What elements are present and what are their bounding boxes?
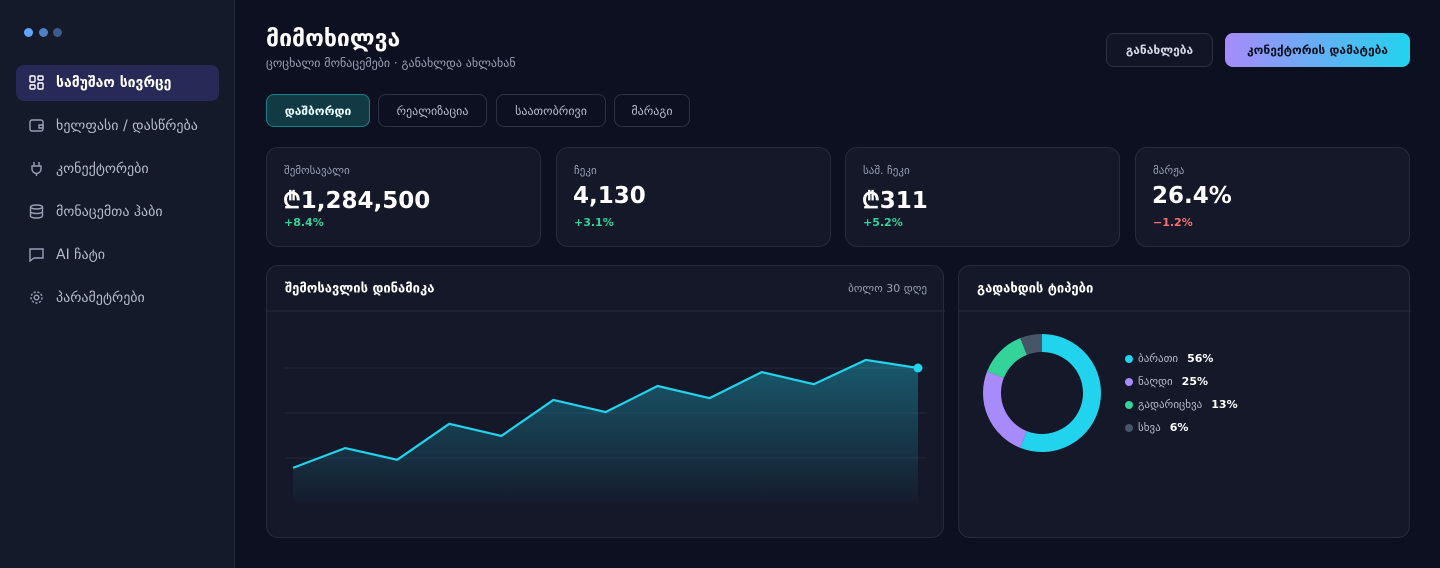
nav-item[interactable]: პარამეტრები (16, 280, 219, 316)
window-dot (24, 28, 33, 37)
nav-icon (29, 248, 44, 263)
legend-swatch (1125, 378, 1133, 386)
sidebar: სამუშაო სივრცე ხელფასი / დასწრება კონექტორ… (0, 0, 235, 568)
legend-swatch (1125, 355, 1133, 363)
kpi-value: 4,130 (573, 183, 646, 209)
kpi-change: +5.2% (863, 216, 903, 229)
tab[interactable]: მარაგი (614, 94, 690, 127)
nav-item[interactable]: მონაცემთა ჰაბი (16, 194, 219, 230)
line-chart: შემოსავლის დინამიკა ბოლო 30 დღე (267, 282, 945, 503)
chart-title: გადახდის ტიპები (977, 282, 1093, 297)
refresh-button[interactable]: განახლება (1106, 33, 1213, 67)
kpi-value: ₾311 (862, 188, 928, 214)
legend-value: 13% (1211, 398, 1237, 411)
legend-label: ნაღდი (1138, 375, 1173, 388)
donut-segment (987, 338, 1028, 379)
nav-icon (31, 162, 42, 176)
line (292, 358, 919, 469)
legend-value: 6% (1170, 421, 1189, 434)
end-point (913, 363, 923, 373)
nav-item[interactable]: ხელფასი / დასწრება (16, 108, 219, 144)
kpi-label: მარჟა (1153, 164, 1185, 177)
area (293, 359, 918, 503)
nav-item[interactable]: AI ჩატი (16, 237, 219, 273)
kpi-card: ჩეკი 4,130 +3.1% (556, 147, 831, 247)
donut-segment (983, 371, 1028, 448)
nav-item[interactable]: კონექტორები (16, 151, 219, 187)
legend-value: 56% (1187, 352, 1213, 365)
kpi-label: შემოსავალი (284, 164, 350, 177)
chart-subtitle: ბოლო 30 დღე (848, 282, 927, 295)
kpi-change: −1.2% (1153, 216, 1193, 229)
kpi-value: 26.4% (1152, 183, 1232, 209)
nav-icon (30, 291, 43, 304)
chart-title: შემოსავლის დინამიკა (285, 282, 434, 297)
legend-swatch (1125, 401, 1133, 409)
kpi-label: ჩეკი (574, 164, 597, 177)
add-connector-button[interactable]: კონექტორის დამატება (1225, 33, 1410, 67)
kpi-value: ₾1,284,500 (283, 188, 431, 214)
page-subtitle: ცოცხალი მონაცემები · განახლდა ახლახან (266, 56, 516, 70)
window-dot (39, 28, 48, 37)
nav-icon (29, 204, 44, 219)
tab[interactable]: რეალიზაცია (378, 94, 487, 127)
nav-icon (29, 119, 44, 132)
legend-label: ბარათი (1138, 352, 1178, 365)
tab[interactable]: დაშბორდი (266, 94, 370, 127)
kpi-card: საშ. ჩეკი ₾311 +5.2% (845, 147, 1120, 247)
line-card: შემოსავლის დინამიკა ბოლო 30 დღე (266, 265, 945, 538)
kpi-card: შემოსავალი ₾1,284,500 +8.4% (266, 147, 541, 247)
kpi-card: მარჟა 26.4% −1.2% (1135, 147, 1410, 247)
nav-item[interactable]: სამუშაო სივრცე (16, 65, 219, 101)
donut-segment (1020, 334, 1043, 356)
kpi-change: +3.1% (574, 216, 614, 229)
window-dot (53, 28, 62, 37)
kpi-change: +8.4% (284, 216, 324, 229)
nav-icon (29, 75, 44, 90)
pie-card: გადახდის ტიპები ბარათი 56% ნაღდი 25% გადარიც… (958, 265, 1411, 538)
donut-segment (1020, 334, 1101, 452)
legend-label: სხვა (1138, 421, 1161, 434)
legend-value: 25% (1182, 375, 1208, 388)
kpi-label: საშ. ჩეკი (863, 164, 910, 177)
page-title: მიმოხილვა (266, 26, 401, 52)
legend-swatch (1125, 424, 1133, 432)
pie-chart: გადახდის ტიპები ბარათი 56% ნაღდი 25% გადარიც… (959, 282, 1411, 452)
legend-label: გადარიცხვა (1138, 398, 1203, 411)
tab[interactable]: საათობრივი (496, 94, 606, 127)
